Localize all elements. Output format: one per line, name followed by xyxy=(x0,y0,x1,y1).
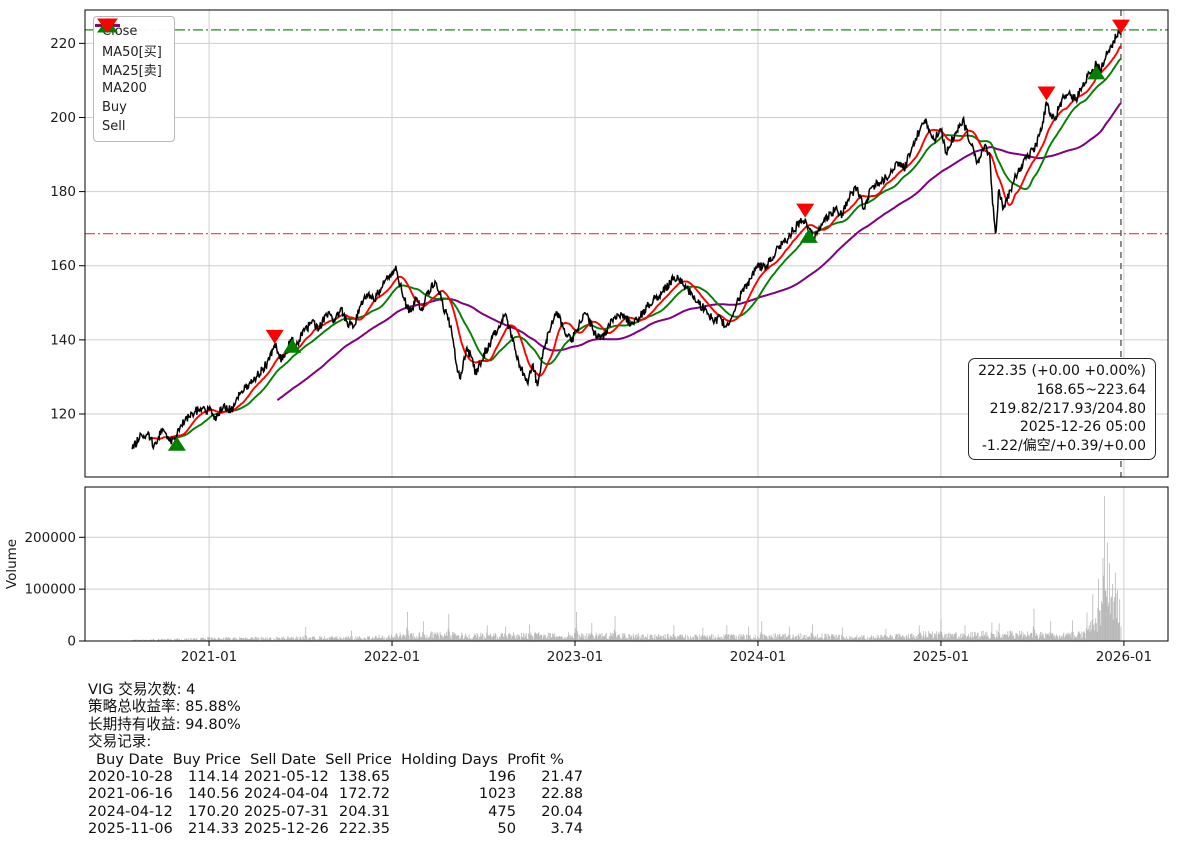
volume-axis-frame xyxy=(84,486,1169,642)
buy-marker xyxy=(1087,65,1106,80)
sell-marker xyxy=(1037,86,1056,101)
trade-cell: 2024-04-04 xyxy=(244,785,329,803)
close-line xyxy=(131,29,1122,451)
trade-cell: 2021-05-12 xyxy=(244,768,329,786)
trade-cell: 222.35 xyxy=(338,820,390,838)
info-signal: -1.22/偏空/+0.39/+0.00 xyxy=(981,438,1146,455)
legend-label: MA25[卖] xyxy=(102,64,162,79)
trade-cell: 2025-07-31 xyxy=(244,802,329,820)
legend-item-ma200: MA200 xyxy=(95,24,162,98)
info-price-range: 168.65~223.64 xyxy=(1036,381,1146,398)
ma200-line xyxy=(276,102,1122,401)
trade-records-label: 交易记录: xyxy=(88,733,152,751)
x-tick-label: 2022-01 xyxy=(364,649,420,665)
legend-label: MA50[买] xyxy=(102,45,162,60)
strategy-summary: VIG 交易次数: 4 策略总收益率: 85.88% 长期持有收益: 94.80… xyxy=(88,681,583,838)
trade-cell: 2025-11-06 xyxy=(88,820,173,838)
trade-table: 2020-10-28 114.14 2021-05-12 138.65 196 21.47… xyxy=(88,768,583,838)
trade-cell: 140.56 xyxy=(188,785,240,803)
trade-cell: 20.04 xyxy=(541,802,583,820)
trade-cell: 2024-04-12 xyxy=(88,802,173,820)
x-tick-label: 2026-01 xyxy=(1096,649,1152,665)
chart-legend: Close MA50[买] MA25[卖] MA200 Buy Sell xyxy=(93,16,175,142)
trade-cell: 170.20 xyxy=(188,802,240,820)
volume-ylabel: Volume xyxy=(4,539,20,589)
trade-row: 2021-06-16 140.56 2024-04-04 172.72 1023 22.8… xyxy=(88,785,583,802)
axis-ticks xyxy=(79,42,1125,646)
trade-cell: 22.88 xyxy=(541,785,583,803)
trade-cell: 138.65 xyxy=(338,768,390,786)
axis-tick-labels: 120 140 160 180 200 220 0 100000 200000 2021-01 20… xyxy=(24,36,1152,665)
price-ytick-label: 120 xyxy=(50,406,76,422)
trade-cell: 3.74 xyxy=(550,820,584,838)
price-ytick-label: 220 xyxy=(50,36,76,52)
trade-cell: 2020-10-28 xyxy=(88,768,173,786)
sell-marker xyxy=(265,329,284,344)
trade-row: 2024-04-12 170.20 2025-07-31 204.31 475 20.04 xyxy=(88,803,583,820)
trade-table-header: Buy Date Buy Price Sell Date Sell Price … xyxy=(96,750,564,768)
x-tick-label: 2025-01 xyxy=(913,649,969,665)
trade-cell: 114.14 xyxy=(188,768,240,786)
trade-cell: 21.47 xyxy=(541,768,583,786)
legend-label: Buy xyxy=(102,100,127,115)
trade-cell: 2025-12-26 xyxy=(244,820,329,838)
trade-cell: 2021-06-16 xyxy=(88,785,173,803)
trade-cell: 475 xyxy=(488,802,516,820)
volume-ytick-label: 200000 xyxy=(24,530,76,546)
x-tick-label: 2023-01 xyxy=(547,649,603,665)
volume-ytick-label: 100000 xyxy=(24,582,76,598)
x-tick-label: 2024-01 xyxy=(730,649,786,665)
trade-count-line: VIG 交易次数: 4 xyxy=(88,681,196,698)
trade-cell: 214.33 xyxy=(188,820,240,838)
trade-cell: 196 xyxy=(488,768,516,786)
trade-row: 2020-10-28 114.14 2021-05-12 138.65 196 21.47 xyxy=(88,768,583,785)
price-axis-frame xyxy=(84,9,1169,478)
sell-marker xyxy=(1112,19,1130,34)
buy-marker xyxy=(167,436,186,451)
price-ytick-label: 200 xyxy=(50,110,76,126)
trade-row: 2025-11-06 214.33 2025-12-26 222.35 50 3.74 xyxy=(88,820,583,837)
strategy-return-line: 策略总收益率: 85.88% xyxy=(88,698,241,716)
price-volume-chart: 120 140 160 180 200 220 0 100000 200000 2021-01 20… xyxy=(4,9,1169,665)
info-ma-values: 219.82/217.93/204.80 xyxy=(989,400,1146,417)
price-ytick-label: 180 xyxy=(50,184,76,200)
info-datetime: 2025-12-26 05:00 xyxy=(1019,419,1146,436)
buy-marker xyxy=(283,338,302,353)
price-ytick-label: 160 xyxy=(50,258,76,274)
trade-cell: 50 xyxy=(497,820,516,838)
info-last-price: 222.35 (+0.00 +0.00%) xyxy=(978,363,1146,379)
volume-bars xyxy=(131,495,1122,641)
trade-cell: 204.31 xyxy=(338,802,390,820)
trade-cell: 1023 xyxy=(478,785,516,803)
legend-item-buy: Buy xyxy=(97,18,162,117)
volume-ytick-label: 0 xyxy=(67,634,76,650)
triangle-down-icon xyxy=(97,18,118,33)
x-tick-label: 2021-01 xyxy=(181,649,237,665)
buy-marker xyxy=(799,228,818,243)
legend-item-ma50: MA50[买] xyxy=(95,24,162,60)
legend-item-ma25: MA25[卖] xyxy=(95,24,162,79)
price-ytick-label: 140 xyxy=(50,332,76,348)
price-info-box: 222.35 (+0.00 +0.00%) 168.65~223.64 219.… xyxy=(968,358,1156,460)
hold-return-line: 长期持有收益: 94.80% xyxy=(88,715,241,733)
legend-label: Sell xyxy=(102,119,126,134)
legend-label: MA200 xyxy=(102,81,147,96)
legend-item-sell: Sell xyxy=(97,18,162,136)
trade-cell: 172.72 xyxy=(338,785,390,803)
sell-marker xyxy=(796,203,815,218)
